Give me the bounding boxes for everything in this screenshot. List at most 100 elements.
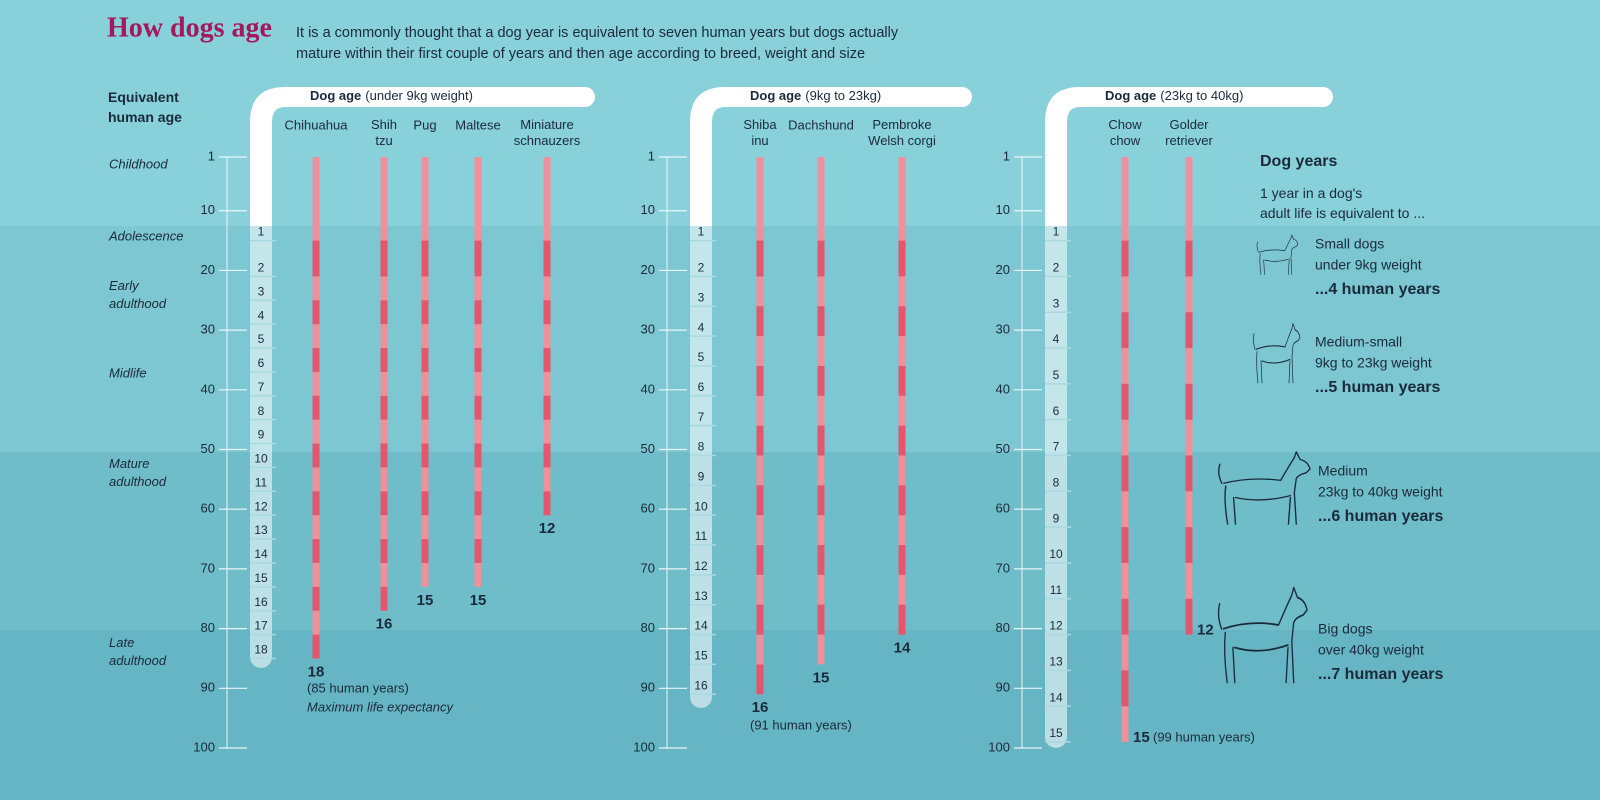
dog-scale-label: 14 [694, 619, 708, 633]
bar-stripe [421, 300, 429, 325]
bar-stripe [543, 395, 551, 420]
dog-scale-label: 18 [254, 643, 268, 657]
life-stage: Late adulthood [109, 635, 167, 668]
bar-stripe [543, 443, 551, 468]
legend-equivalent: ...6 human years [1318, 508, 1443, 525]
breed-label: Chihuahua [285, 117, 349, 132]
dog-scale-label: 9 [1053, 511, 1060, 525]
y-tick-label: 20 [996, 262, 1010, 277]
y-tick-label: 1 [648, 148, 655, 163]
legend-name: Small dogs [1315, 236, 1384, 252]
dog-scale-label: 2 [1053, 261, 1060, 275]
annotation: (91 human years) [750, 717, 852, 732]
dog-scale-tube [250, 215, 272, 668]
y-tick-label: 80 [996, 620, 1010, 635]
bar [380, 157, 388, 611]
bar-stripe [421, 491, 429, 516]
panel-title: Dog age [750, 88, 801, 103]
dog-scale-label: 4 [698, 320, 705, 334]
bar-stripe [543, 491, 551, 516]
y-tick-label: 60 [201, 501, 215, 516]
bar-stripe [898, 604, 906, 635]
y-tick-label: 30 [201, 322, 215, 337]
bar-stripe [380, 300, 388, 325]
dog-scale-label: 10 [1049, 547, 1063, 561]
dog-scale-label: 14 [1049, 690, 1063, 704]
bar-stripe [756, 240, 764, 277]
dog-scale-label: 7 [258, 380, 265, 394]
bar-stripe [380, 443, 388, 468]
bar-stripe [1185, 240, 1193, 277]
legend-weight: over 40kg weight [1318, 642, 1424, 658]
y-tick-label: 40 [201, 381, 215, 396]
value-label: 12 [539, 520, 556, 537]
dog-scale-label: 1 [1053, 225, 1060, 239]
dog-scale-label: 8 [698, 440, 705, 454]
bar-stripe [312, 240, 320, 277]
y-tick-label: 10 [201, 202, 215, 217]
axis-title: Equivalent human age [108, 89, 182, 125]
bar-stripe [817, 425, 825, 456]
breed-label: Dachshund [788, 117, 854, 132]
bar-stripe [421, 348, 429, 372]
breed-label: Pembroke Welsh corgi [868, 117, 936, 148]
panel-header: Dog age (under 9kg weight) [310, 88, 473, 103]
dog-scale-label: 1 [698, 225, 705, 239]
y-tick-label: 30 [641, 322, 655, 337]
panel-subtitle: (23kg to 40kg) [1160, 88, 1243, 103]
bar-stripe [421, 240, 429, 277]
breed-label: Miniature schnauzers [514, 117, 581, 148]
dog-scale-label: 11 [1050, 583, 1063, 597]
breed-label: Pug [413, 117, 436, 132]
bar-stripe [817, 365, 825, 396]
dog-scale-label: 15 [694, 649, 708, 663]
bar-stripe [312, 348, 320, 372]
breed-label: Shih tzu [371, 117, 397, 148]
legend-name: Medium [1318, 463, 1368, 479]
y-tick-label: 100 [633, 739, 655, 754]
bar-stripe [543, 300, 551, 325]
bar [817, 157, 825, 665]
annotation: (99 human years) [1153, 729, 1255, 744]
bar-stripe [756, 365, 764, 396]
dog-scale-label: 6 [1053, 404, 1060, 418]
legend-weight: 23kg to 40kg weight [1318, 484, 1443, 500]
value-label: 16 [752, 699, 769, 716]
bar-stripe [474, 348, 482, 372]
dog-scale-label: 10 [694, 499, 708, 513]
y-tick-label: 90 [641, 680, 655, 695]
bar-stripe [380, 539, 388, 563]
breed-label: Golder retriever [1165, 117, 1213, 148]
bar-stripe [312, 443, 320, 468]
bar-stripe [817, 604, 825, 635]
bar-stripe [380, 395, 388, 420]
annotation: (85 human years) [307, 680, 409, 695]
panel-header: Dog age (9kg to 23kg) [750, 88, 881, 103]
dog-scale-label: 12 [254, 499, 268, 513]
dog-scale-label: 15 [254, 571, 268, 585]
bar-stripe [898, 485, 906, 516]
y-tick-label: 40 [641, 381, 655, 396]
bar-stripe [474, 491, 482, 516]
bar-stripe [380, 348, 388, 372]
bar-stripe [1185, 312, 1193, 349]
y-tick-label: 100 [988, 739, 1010, 754]
y-tick-label: 10 [996, 202, 1010, 217]
dog-scale-label: 11 [255, 475, 268, 489]
dog-scale-label: 6 [698, 380, 705, 394]
legend-equivalent: ...7 human years [1318, 666, 1443, 683]
bar-stripe [1121, 455, 1129, 492]
bar-stripe [474, 300, 482, 325]
panel-title: Dog age [1105, 88, 1156, 103]
bar-stripe [1185, 527, 1193, 563]
panel-title: Dog age [310, 88, 361, 103]
dog-scale-label: 4 [258, 308, 265, 322]
bar-stripe [1121, 383, 1129, 420]
panel-subtitle: (9kg to 23kg) [805, 88, 881, 103]
y-tick-label: 70 [641, 560, 655, 575]
y-tick-label: 80 [641, 620, 655, 635]
value-label: 16 [376, 616, 393, 633]
life-stage: Midlife [109, 365, 147, 380]
dog-scale-label: 5 [258, 332, 265, 346]
